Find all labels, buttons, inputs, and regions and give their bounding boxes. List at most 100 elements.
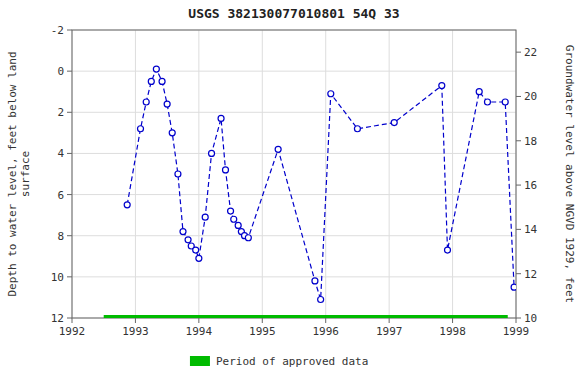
data-point — [228, 208, 234, 214]
axes: 19921993199419951996199719981999-2024681… — [51, 24, 538, 338]
tick-label: 10 — [51, 271, 64, 284]
tick — [452, 318, 453, 323]
grid-line — [72, 71, 516, 72]
data-point — [143, 99, 149, 105]
tick — [262, 318, 263, 323]
plot-area — [72, 30, 516, 318]
tick — [67, 318, 72, 319]
data-line — [127, 69, 514, 299]
tick-label: 1995 — [249, 325, 276, 338]
data-point — [196, 255, 202, 261]
data-point — [444, 247, 450, 253]
data-point — [218, 115, 224, 121]
tick-label: 4 — [57, 147, 64, 160]
data-point — [202, 214, 208, 220]
data-point — [476, 89, 482, 95]
tick — [67, 194, 72, 195]
data-point — [245, 235, 251, 241]
data-point — [159, 78, 165, 84]
data-point — [328, 91, 334, 97]
tick — [516, 185, 521, 186]
y-axis-label: Depth to water level, feet below landsur… — [6, 51, 32, 296]
tick — [67, 153, 72, 154]
data-point — [164, 101, 170, 107]
legend: Period of approved data — [190, 355, 368, 368]
grid — [72, 30, 516, 318]
tick-label: 14 — [524, 223, 538, 236]
data-point — [354, 126, 360, 132]
tick — [67, 276, 72, 277]
data-point — [511, 284, 516, 290]
tick — [67, 71, 72, 72]
data-point — [124, 202, 130, 208]
legend-label: Period of approved data — [216, 355, 368, 368]
data-point — [231, 216, 237, 222]
tick-label: 2 — [57, 106, 64, 119]
data-point — [222, 167, 228, 173]
tick-label: 12 — [51, 312, 64, 325]
tick-label: 12 — [524, 268, 537, 281]
grid-line — [262, 30, 263, 318]
grid-line — [452, 30, 453, 318]
tick — [516, 229, 521, 230]
tick — [516, 318, 517, 323]
grid-line — [389, 30, 390, 318]
tick-label: 0 — [57, 65, 64, 78]
data-point — [175, 171, 181, 177]
tick-label: 1998 — [439, 325, 466, 338]
data-point — [180, 229, 186, 235]
grid-line — [72, 235, 516, 236]
tick — [135, 318, 136, 323]
grid-line — [325, 30, 326, 318]
data-point — [148, 78, 154, 84]
tick — [67, 30, 72, 31]
data-point — [185, 237, 191, 243]
tick-label: 16 — [524, 179, 537, 192]
data-point — [502, 99, 508, 105]
data-point — [209, 150, 215, 156]
tick — [198, 318, 199, 323]
tick — [325, 318, 326, 323]
data-point — [484, 99, 490, 105]
tick — [67, 112, 72, 113]
tick — [516, 318, 521, 319]
grid-line — [72, 112, 516, 113]
grid-line — [198, 30, 199, 318]
label-line: surface — [19, 151, 32, 197]
tick — [389, 318, 390, 323]
tick — [72, 318, 73, 323]
data-point — [153, 66, 159, 72]
tick-label: 8 — [57, 230, 64, 243]
data-point — [193, 247, 199, 253]
tick-label: 1996 — [312, 325, 339, 338]
tick-label: 22 — [524, 46, 537, 59]
data-point — [169, 130, 175, 136]
tick-label: 1999 — [503, 325, 530, 338]
legend-swatch — [190, 356, 210, 366]
approved-bar — [104, 315, 508, 318]
label-line: Depth to water level, feet below land — [6, 51, 19, 296]
grid-line — [135, 30, 136, 318]
grid-line — [72, 194, 516, 195]
data-point — [138, 126, 144, 132]
plot-frame — [72, 30, 516, 318]
data-point — [391, 120, 397, 126]
tick-label: 1994 — [186, 325, 213, 338]
tick-label: 10 — [524, 312, 537, 325]
tick-label: 20 — [524, 90, 537, 103]
tick-label: -2 — [51, 24, 64, 37]
grid-line — [72, 153, 516, 154]
data — [104, 66, 516, 318]
tick — [67, 235, 72, 236]
grid-line — [72, 276, 516, 277]
tick-label: 6 — [57, 189, 64, 202]
tick-label: 1997 — [376, 325, 403, 338]
chart: 19921993199419951996199719981999-2024681… — [0, 0, 576, 384]
tick-label: 1993 — [122, 325, 149, 338]
data-point — [318, 296, 324, 302]
tick — [516, 273, 521, 274]
tick — [516, 140, 521, 141]
tick — [516, 52, 521, 53]
data-point — [235, 222, 241, 228]
y2-axis-label: Groundwater level above NGVD 1929, feet — [563, 45, 576, 303]
